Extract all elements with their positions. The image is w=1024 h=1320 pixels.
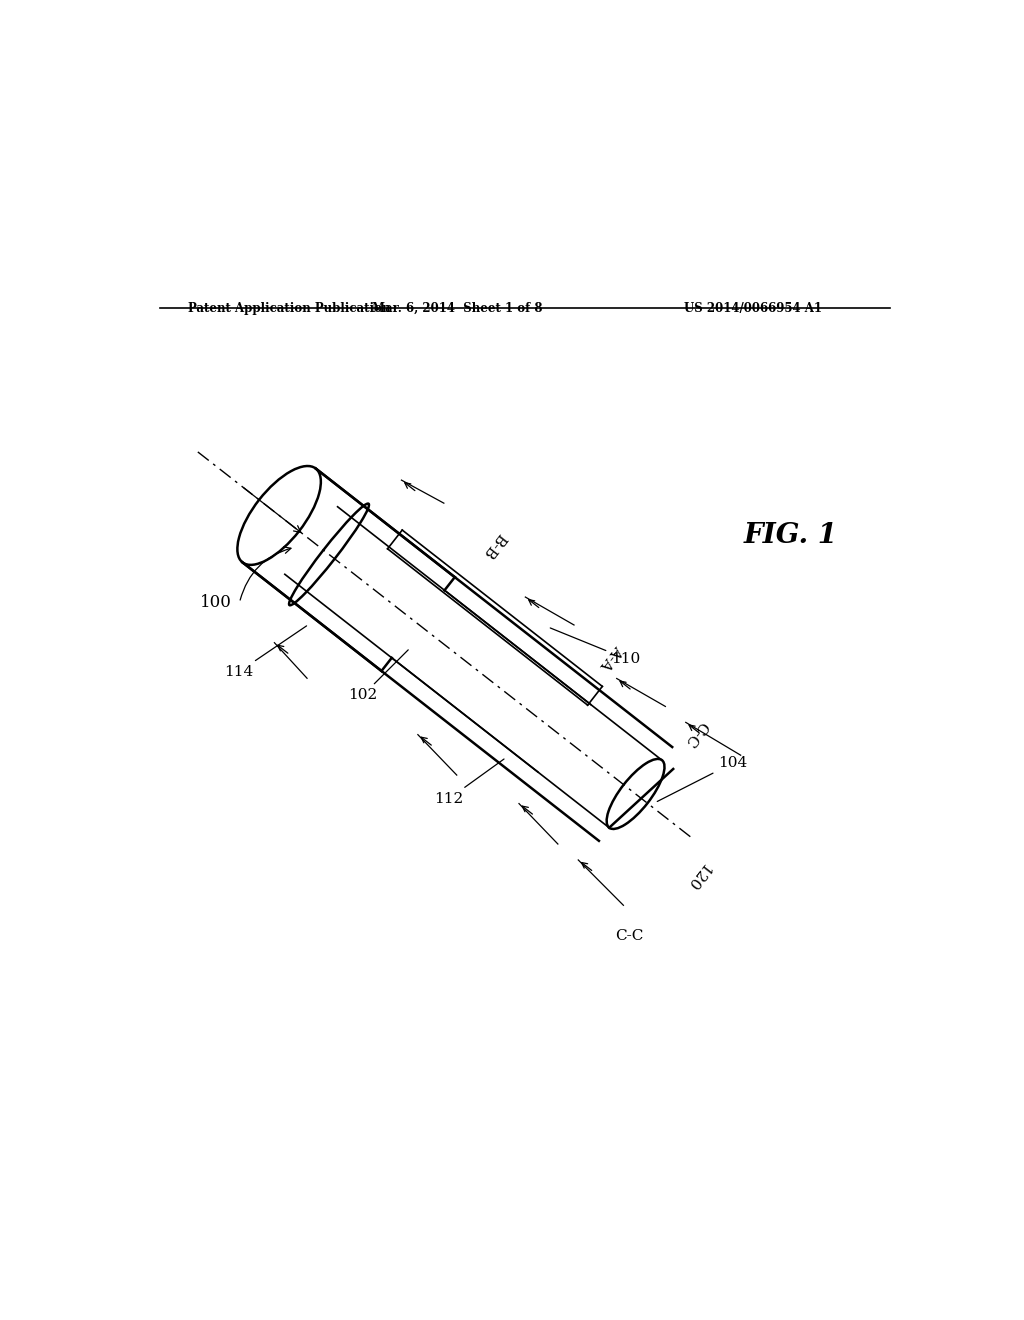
Text: 100: 100 <box>200 594 231 611</box>
Text: 120: 120 <box>683 861 712 892</box>
Text: 114: 114 <box>224 626 306 678</box>
Text: A-A: A-A <box>597 642 625 672</box>
Text: C-C: C-C <box>682 718 710 750</box>
Text: C-C: C-C <box>615 929 644 942</box>
Text: B-B: B-B <box>479 531 507 561</box>
Text: US 2014/0066954 A1: US 2014/0066954 A1 <box>684 301 822 314</box>
Text: Mar. 6, 2014  Sheet 1 of 8: Mar. 6, 2014 Sheet 1 of 8 <box>372 301 543 314</box>
Text: 112: 112 <box>434 759 504 805</box>
Text: Patent Application Publication: Patent Application Publication <box>187 301 390 314</box>
Text: 104: 104 <box>657 756 748 801</box>
Text: FIG. 1: FIG. 1 <box>743 523 838 549</box>
Text: 110: 110 <box>550 628 640 665</box>
Text: 102: 102 <box>348 649 409 702</box>
